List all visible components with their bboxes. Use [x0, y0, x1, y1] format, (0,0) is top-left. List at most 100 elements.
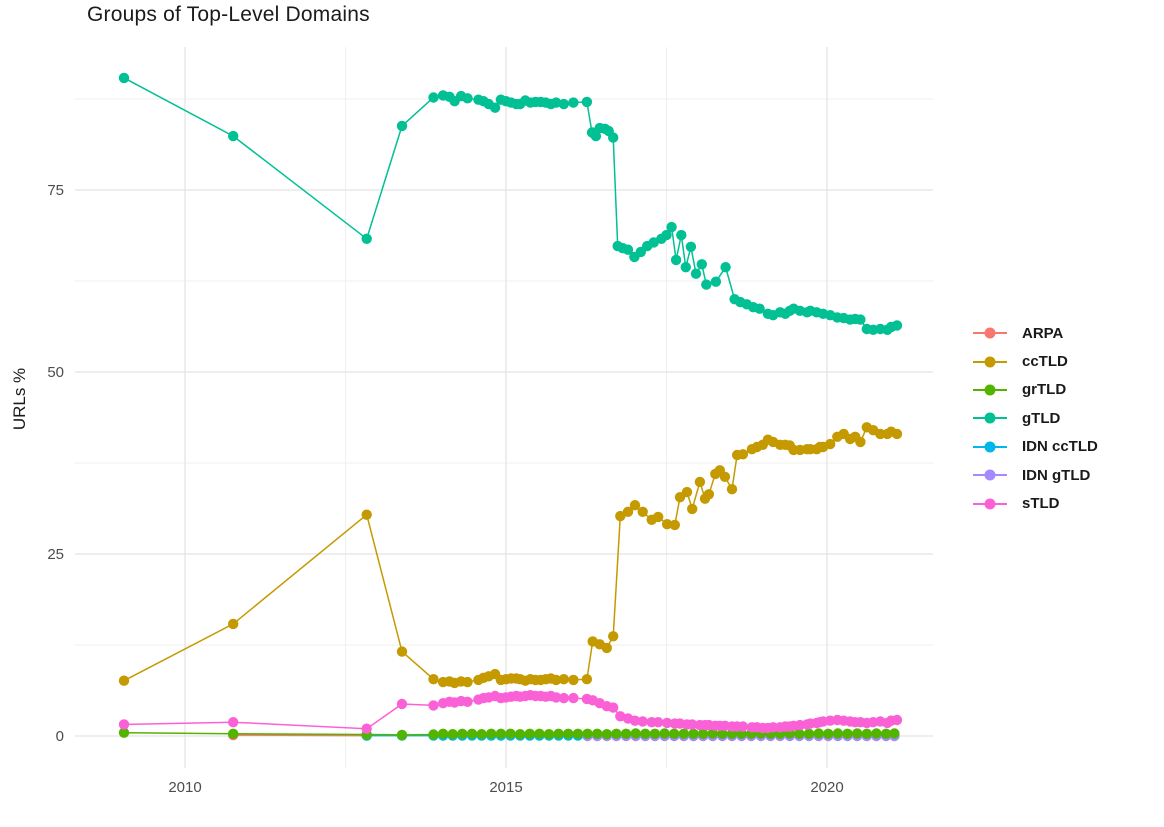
- legend-key-icon: [973, 356, 1007, 368]
- data-point: [803, 728, 815, 739]
- data-point: [726, 728, 738, 739]
- data-point: [543, 729, 555, 740]
- data-point: [228, 717, 239, 728]
- data-point: [640, 728, 651, 739]
- data-point: [581, 674, 593, 685]
- data-point: [558, 98, 569, 110]
- data-point: [676, 229, 687, 241]
- data-point: [681, 486, 693, 498]
- data-point: [118, 72, 130, 84]
- data-point: [590, 130, 602, 142]
- data-point: [228, 618, 239, 630]
- series-line-gtld: [123, 77, 898, 331]
- data-point: [462, 93, 473, 104]
- legend-item-arpa: ARPA: [972, 319, 1098, 347]
- data-point: [428, 92, 439, 103]
- data-point: [891, 714, 903, 726]
- data-point: [670, 254, 682, 266]
- data-point: [396, 698, 408, 710]
- data-point: [701, 279, 712, 290]
- legend-label: sTLD: [1022, 495, 1060, 513]
- legend-label: grTLD: [1022, 381, 1067, 399]
- legend: ARPA ccTLD grTLD gTLD IDN ccTLD IDN gTLD sTLD: [972, 319, 1098, 518]
- chart-title: Groups of Top-Level Domains: [87, 3, 370, 26]
- data-point: [228, 130, 239, 142]
- data-point: [710, 276, 722, 287]
- data-point: [489, 102, 501, 113]
- data-point: [361, 233, 372, 244]
- y-tick-label: 25: [47, 546, 64, 563]
- data-point: [534, 728, 545, 739]
- legend-label: IDN ccTLD: [1022, 438, 1098, 456]
- y-tick-label: 75: [47, 182, 64, 199]
- data-point: [428, 674, 439, 685]
- series-cctld: [118, 422, 903, 689]
- y-tick-label: 50: [47, 364, 64, 381]
- data-point: [608, 631, 619, 642]
- data-point: [852, 728, 863, 739]
- data-point: [611, 728, 622, 739]
- legend-key-icon: [973, 498, 1007, 510]
- data-point: [476, 729, 487, 740]
- legend-key-icon: [973, 412, 1007, 424]
- data-point: [550, 97, 562, 108]
- series-stld: [118, 690, 903, 734]
- legend-item-cctld: ccTLD: [972, 347, 1098, 375]
- data-point: [661, 519, 673, 530]
- data-point: [550, 692, 562, 703]
- data-point: [572, 728, 584, 739]
- data-point: [568, 674, 579, 686]
- data-point: [891, 320, 903, 331]
- data-point: [457, 728, 468, 739]
- data-point: [505, 728, 516, 739]
- data-point: [608, 702, 619, 713]
- x-tick-label: 2010: [168, 779, 201, 796]
- data-point: [637, 716, 648, 727]
- data-point: [694, 476, 706, 488]
- data-point: [550, 674, 562, 686]
- legend-item-grtld: grTLD: [972, 376, 1098, 404]
- data-point: [703, 489, 715, 500]
- legend-item-idn-gtld: IDN gTLD: [972, 461, 1098, 489]
- data-point: [568, 692, 579, 704]
- data-point: [558, 692, 569, 704]
- data-point: [629, 500, 641, 511]
- data-point: [649, 728, 661, 739]
- data-point: [428, 700, 439, 711]
- data-point: [653, 717, 664, 728]
- data-point: [688, 728, 699, 739]
- data-point: [871, 728, 882, 739]
- data-point: [855, 314, 866, 325]
- data-point: [825, 438, 836, 450]
- data-point: [823, 728, 834, 739]
- data-point: [659, 728, 670, 739]
- data-point: [637, 506, 648, 517]
- data-point: [669, 728, 680, 739]
- data-point: [685, 241, 697, 252]
- data-point: [661, 717, 673, 729]
- data-point: [687, 719, 698, 730]
- y-tick-label: 0: [56, 728, 64, 745]
- data-point: [754, 303, 765, 314]
- data-point: [687, 503, 698, 515]
- data-point: [514, 729, 526, 740]
- data-point: [697, 728, 709, 739]
- data-point: [228, 728, 239, 739]
- legend-key-icon: [973, 441, 1007, 453]
- data-point: [462, 676, 473, 688]
- legend-key-icon: [973, 469, 1007, 481]
- data-point: [466, 728, 478, 739]
- data-point: [553, 728, 564, 739]
- data-point: [630, 728, 641, 739]
- data-point: [832, 728, 844, 739]
- data-point: [462, 696, 473, 707]
- series-grtld: [118, 727, 900, 741]
- legend-label: ccTLD: [1022, 353, 1068, 371]
- data-point: [889, 728, 900, 739]
- data-point: [581, 96, 593, 108]
- data-point: [428, 729, 439, 740]
- data-point: [622, 506, 634, 517]
- data-point: [396, 120, 408, 132]
- major-gridlines: [75, 47, 933, 768]
